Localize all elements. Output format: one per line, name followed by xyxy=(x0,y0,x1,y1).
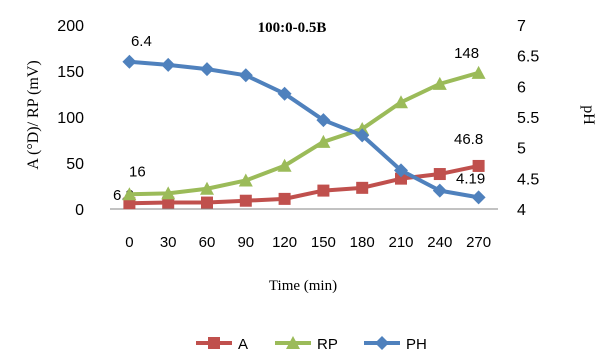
x-tick-label: 270 xyxy=(466,234,491,251)
series-line-rp xyxy=(129,70,480,197)
x-tick-label: 180 xyxy=(350,234,375,251)
data-label-rp: 148 xyxy=(454,45,479,62)
x-tick-label: 60 xyxy=(199,234,216,251)
series-line-a xyxy=(129,163,480,206)
data-point-a xyxy=(395,172,407,185)
axes: 0 30 60 90 120 150 180 210 240 270 0 50 100 150 200 4 4.… xyxy=(57,18,539,251)
x-axis-label: Time (min) xyxy=(269,278,337,294)
data-point-rp xyxy=(200,181,214,195)
data-point-ph xyxy=(122,54,137,69)
chart-title: 100:0-0.5B xyxy=(258,20,327,36)
data-point-rp xyxy=(277,158,292,172)
legend-item-rp: RP xyxy=(275,336,338,353)
data-point-ph xyxy=(200,62,214,77)
y-right-tick-label: 4 xyxy=(517,202,526,219)
x-tick-label: 210 xyxy=(388,234,413,251)
data-point-a xyxy=(433,168,446,181)
data-point-a xyxy=(317,184,330,197)
data-label-rp: 16 xyxy=(129,163,146,180)
y-axis-right-label: pH xyxy=(580,105,597,125)
data-point-ph xyxy=(471,190,486,205)
data-point-a xyxy=(239,194,252,207)
x-tick-label: 30 xyxy=(160,234,177,251)
y-right-tick-label: 7 xyxy=(517,18,526,35)
legend-label: RP xyxy=(317,336,338,353)
data-point-a xyxy=(356,181,369,194)
y-right-tick-label: 5 xyxy=(517,141,526,158)
legend-marker xyxy=(375,336,389,350)
y-left-tick-label: 0 xyxy=(75,202,84,219)
data-label-ph: 6.4 xyxy=(131,33,152,50)
data-point-rp xyxy=(316,134,331,148)
legend-item-a: A xyxy=(196,336,248,353)
x-tick-label: 120 xyxy=(272,234,297,251)
legend-item-ph: PH xyxy=(364,336,427,353)
x-tick-label: 240 xyxy=(427,234,452,251)
y-left-tick-label: 200 xyxy=(57,18,84,35)
x-tick-label: 150 xyxy=(311,234,336,251)
data-point-rp xyxy=(432,76,447,90)
data-point-ph xyxy=(161,57,176,72)
data-point-a xyxy=(123,197,136,210)
data-point-rp xyxy=(471,65,486,79)
data-point-rp xyxy=(238,173,253,187)
data-point-a xyxy=(278,192,291,205)
legend: A RP PH xyxy=(196,336,427,353)
series-ph: 6.4 4.19 xyxy=(122,33,486,205)
y-left-tick-label: 50 xyxy=(66,156,84,173)
y-right-tick-label: 5.5 xyxy=(517,110,539,127)
legend-marker xyxy=(208,337,220,349)
data-point-rp xyxy=(394,95,408,109)
data-point-a xyxy=(472,159,485,172)
data-label-a: 46.8 xyxy=(454,131,483,148)
data-label-ph: 4.19 xyxy=(456,170,485,187)
data-point-ph xyxy=(238,68,253,83)
series-rp: 16 148 xyxy=(122,45,486,201)
data-point-a xyxy=(201,196,213,209)
y-right-tick-label: 4.5 xyxy=(517,171,539,188)
legend-label: A xyxy=(238,336,248,353)
data-point-rp xyxy=(161,186,176,200)
data-point-ph xyxy=(394,163,408,178)
data-point-ph xyxy=(277,86,292,101)
y-right-tick-label: 6.5 xyxy=(517,49,539,66)
y-right-tick-label: 6 xyxy=(517,79,526,96)
data-point-ph xyxy=(316,113,331,128)
series-line-ph xyxy=(129,59,479,200)
data-point-ph xyxy=(355,128,370,143)
data-point-rp xyxy=(122,187,137,201)
x-tick-label: 90 xyxy=(237,234,254,251)
legend-label: PH xyxy=(406,336,427,353)
y-left-tick-label: 100 xyxy=(57,110,84,127)
data-point-a xyxy=(162,196,175,209)
legend-marker xyxy=(286,336,300,349)
y-axis-left-label: A (°D)/ RP (mV) xyxy=(25,60,42,169)
y-left-tick-label: 150 xyxy=(57,64,84,81)
x-tick-label: 0 xyxy=(125,234,133,251)
data-point-ph xyxy=(432,183,447,198)
